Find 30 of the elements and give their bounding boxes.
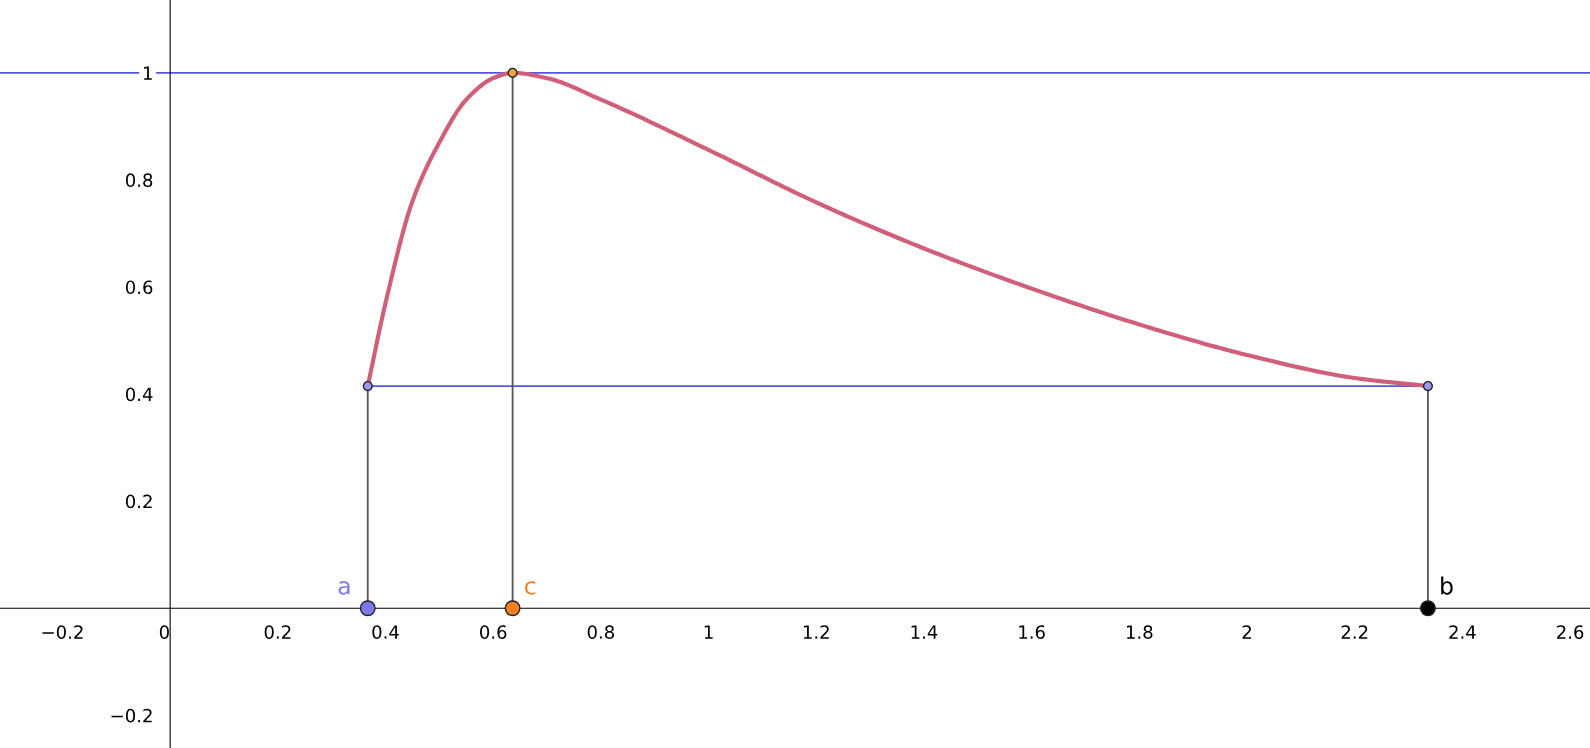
x-tick-label: 0.8 — [587, 625, 615, 639]
y-tick-label: 0.8 — [125, 173, 153, 188]
x-tick-label: 1.4 — [911, 625, 938, 639]
y-tick-label: 0.4 — [125, 387, 153, 402]
x-tick-label: 1 — [704, 625, 713, 639]
series-label: c — [525, 581, 536, 595]
y-tick-label: 0.6 — [125, 280, 153, 295]
point — [504, 600, 521, 617]
x-tick-label: 2.4 — [1449, 625, 1476, 639]
x-tick-label: 0.4 — [372, 625, 399, 639]
point — [362, 380, 373, 392]
x-tick-label: 0.6 — [480, 625, 507, 639]
series-label: b — [1441, 576, 1453, 595]
point — [1422, 380, 1434, 392]
point — [359, 600, 376, 617]
x-tick-label: 1.2 — [803, 625, 829, 639]
x-tick-label: 2 — [1242, 625, 1251, 639]
x-tick-label: 0.2 — [264, 625, 291, 639]
x-tick-label: 0 — [159, 625, 169, 639]
x-tick-label: 1.8 — [1126, 625, 1153, 639]
point — [1419, 600, 1436, 617]
x-tick-label: 2.6 — [1557, 625, 1584, 639]
x-tick-label: −0.2 — [42, 625, 83, 639]
y-tick-label: −0.2 — [111, 708, 152, 723]
point — [507, 67, 518, 78]
y-tick-label: 1 — [143, 66, 152, 80]
y-tick-label: 0.2 — [125, 494, 152, 509]
x-tick-label: 1.6 — [1019, 625, 1045, 639]
x-tick-label: 2.2 — [1341, 625, 1368, 639]
series-label: a — [338, 581, 350, 595]
